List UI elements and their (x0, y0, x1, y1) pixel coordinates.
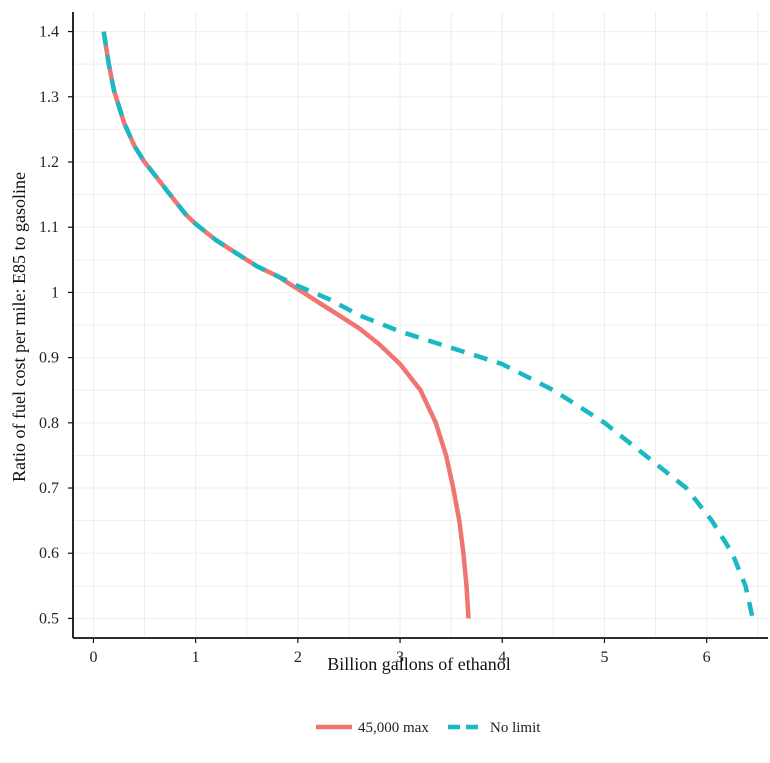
x-axis-title: Billion gallons of ethanol (327, 654, 510, 674)
y-tick-label: 1.3 (39, 89, 59, 106)
y-tick-label: 0.9 (39, 350, 59, 367)
y-tick-label: 1 (51, 284, 59, 301)
x-tick-label: 0 (89, 649, 97, 666)
y-axis-title: Ratio of fuel cost per mile: E85 to gaso… (9, 172, 29, 482)
y-tick-label: 1.2 (39, 154, 59, 171)
legend: 45,000 max No limit (316, 720, 541, 736)
series-lines (101, 31, 755, 619)
grid-lines (73, 12, 768, 638)
x-tick-label: 5 (600, 649, 608, 666)
y-tick-label: 0.5 (39, 610, 59, 627)
y-tick-label: 1.1 (39, 219, 59, 236)
legend-label: No limit (490, 720, 541, 736)
x-tick-label: 6 (703, 649, 711, 666)
series-line-no-limit (101, 31, 755, 619)
axes (68, 12, 768, 643)
y-tick-label: 1.4 (39, 24, 59, 41)
x-tick-label: 2 (294, 649, 302, 666)
x-tick-label: 4 (498, 649, 506, 666)
y-tick-label: 0.6 (39, 545, 59, 562)
y-tick-label: 0.7 (39, 480, 59, 497)
x-tick-label: 3 (396, 649, 404, 666)
legend-label: 45,000 max (358, 720, 429, 736)
x-tick-label: 1 (192, 649, 200, 666)
y-tick-label: 0.8 (39, 415, 59, 432)
tick-labels: 0 1 2 3 4 5 6 0.5 0.6 0.7 0.8 0.9 1 1.1 1.2 1.3 1.4 (39, 24, 711, 666)
